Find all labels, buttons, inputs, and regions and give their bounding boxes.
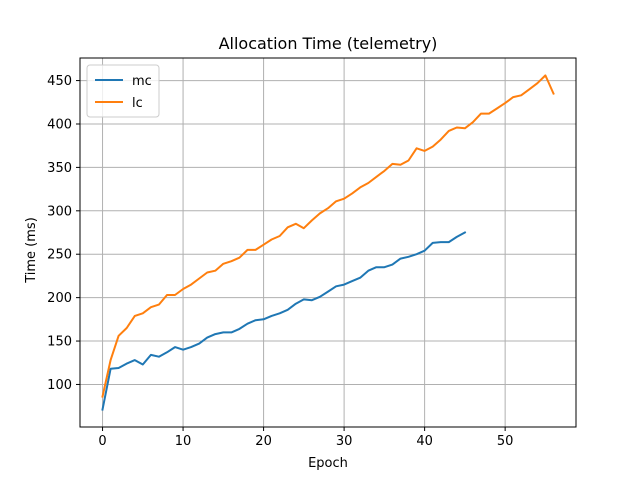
x-tick-label: 20 [255, 434, 272, 449]
y-tick-label: 200 [47, 291, 72, 306]
legend-label-mc: mc [132, 74, 152, 89]
y-tick-label: 450 [47, 74, 72, 89]
legend-box [86, 64, 160, 118]
x-tick-label: 40 [416, 434, 433, 449]
x-tick-label: 30 [336, 434, 353, 449]
grid [80, 58, 576, 427]
y-tick-label: 150 [47, 335, 72, 350]
y-axis-ticks: 100 150 200 250 300 350 400 450 [47, 74, 80, 393]
series-layer [101, 74, 555, 411]
x-tick-label: 50 [497, 434, 514, 449]
series-line-mc [101, 231, 467, 411]
y-tick-label: 350 [47, 161, 72, 176]
y-axis-title: Time (ms) [24, 217, 39, 284]
legend: mc lc [86, 64, 160, 118]
x-tick-label: 0 [98, 434, 106, 449]
x-axis-title: Epoch [308, 456, 348, 471]
legend-label-lc: lc [132, 96, 143, 111]
y-tick-label: 300 [47, 204, 72, 219]
plot-area-frame [79, 57, 577, 428]
chart-title: Allocation Time (telemetry) [219, 34, 438, 53]
y-tick-label: 250 [47, 248, 72, 263]
x-tick-label: 10 [175, 434, 192, 449]
series-line-lc [101, 74, 555, 398]
y-tick-label: 100 [47, 378, 72, 393]
y-tick-label: 400 [47, 117, 72, 132]
x-axis-ticks: 0 10 20 30 40 50 [98, 427, 513, 449]
